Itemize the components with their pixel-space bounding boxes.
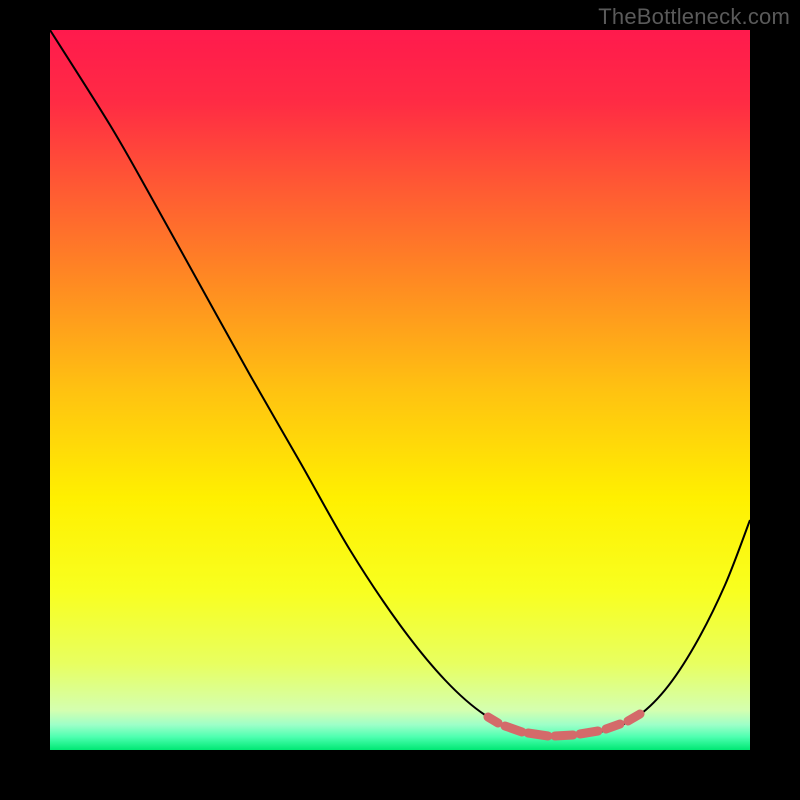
marker-segment [488,717,498,723]
marker-segment [505,726,522,732]
marker-segment [628,714,640,721]
gradient-background [50,30,750,750]
marker-segment [606,724,620,729]
watermark-text: TheBottleneck.com [598,4,790,30]
marker-segment [580,731,598,734]
marker-segment [528,733,548,736]
bottleneck-chart [50,30,750,750]
marker-segment [555,735,573,736]
